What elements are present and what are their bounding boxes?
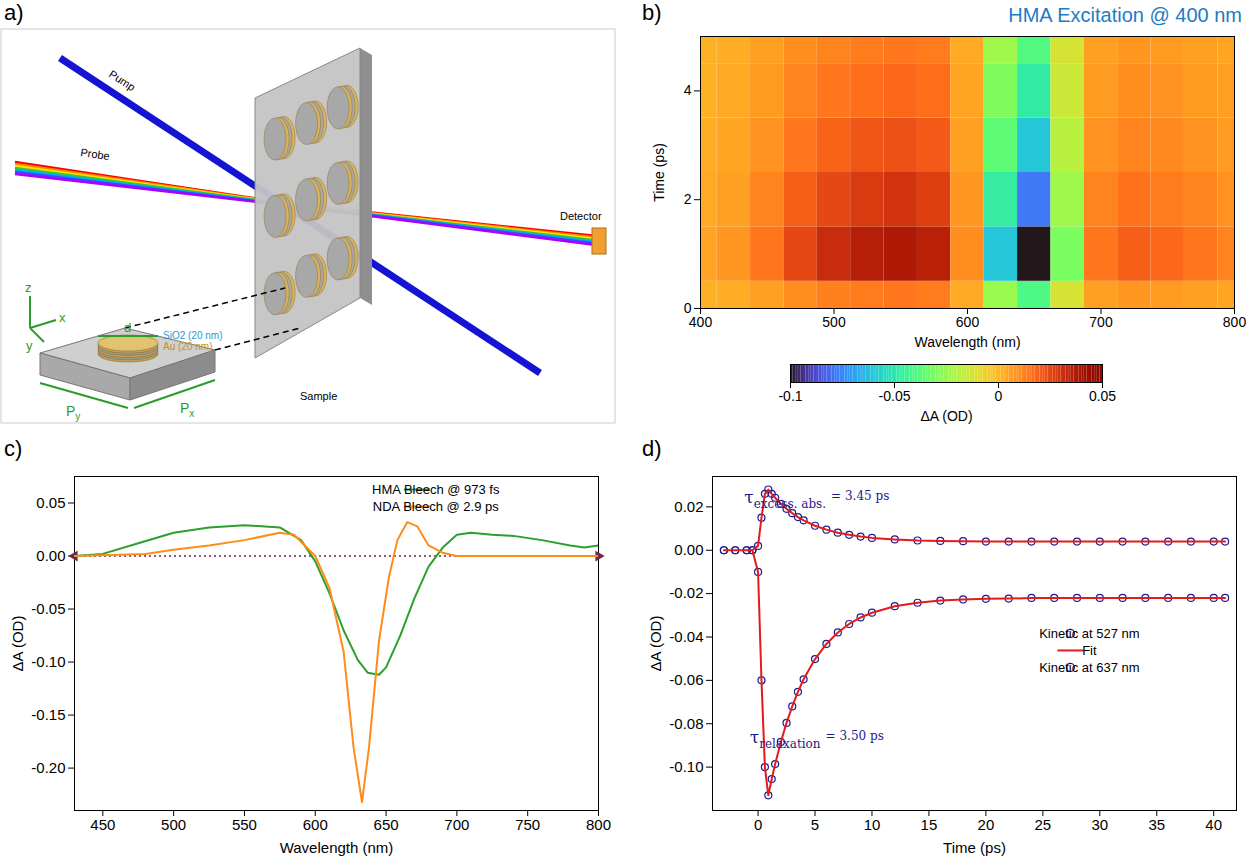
- svg-text:Time (ps): Time (ps): [651, 143, 667, 202]
- svg-text:Wavelength (nm): Wavelength (nm): [280, 839, 394, 856]
- svg-text:0.00: 0.00: [36, 547, 65, 564]
- svg-text:-0.15: -0.15: [31, 706, 65, 723]
- svg-text:-0.05: -0.05: [879, 388, 911, 404]
- svg-text:τrelaxation= 3.50 ps: τrelaxation= 3.50 ps: [750, 727, 884, 751]
- svg-text:20: 20: [978, 816, 995, 833]
- html-text:a): a): [4, 0, 24, 25]
- svg-text:ΔA (OD): ΔA (OD): [647, 616, 664, 672]
- svg-text:-0.20: -0.20: [31, 759, 65, 776]
- html-text:HMA Excitation @ 400 nm: HMA Excitation @ 400 nm: [1008, 4, 1242, 26]
- svg-text:0: 0: [683, 300, 692, 316]
- svg-text:τexcess. abs.= 3.45 ps: τexcess. abs.= 3.45 ps: [744, 487, 889, 511]
- svg-text:700: 700: [1089, 314, 1113, 330]
- svg-text:0: 0: [995, 388, 1003, 404]
- svg-text:35: 35: [1148, 816, 1165, 833]
- svg-text:500: 500: [161, 816, 186, 833]
- svg-text:Fit: Fit: [1082, 643, 1097, 658]
- svg-text:0: 0: [754, 816, 762, 833]
- svg-text:600: 600: [956, 314, 980, 330]
- svg-text:0.05: 0.05: [1089, 388, 1116, 404]
- svg-text:800: 800: [1223, 314, 1247, 330]
- svg-text:HMA Bleech @ 973 fs: HMA Bleech @ 973 fs: [372, 482, 500, 497]
- svg-text:Au (20 nm): Au (20 nm): [163, 341, 212, 352]
- html-text:c): c): [4, 436, 23, 461]
- svg-text:-0.06: -0.06: [669, 671, 703, 688]
- svg-text:Kinetic at 637 nm: Kinetic at 637 nm: [1039, 660, 1139, 675]
- svg-text:Py: Py: [66, 403, 80, 422]
- svg-text:650: 650: [374, 816, 399, 833]
- svg-text:750: 750: [515, 816, 540, 833]
- svg-text:Kinetic at 527 nm: Kinetic at 527 nm: [1039, 626, 1139, 641]
- svg-text:y: y: [26, 338, 33, 353]
- svg-text:Detector: Detector: [560, 210, 602, 222]
- svg-text:0.05: 0.05: [36, 494, 65, 511]
- svg-text:0.02: 0.02: [674, 498, 703, 515]
- svg-text:-0.1: -0.1: [778, 388, 802, 404]
- svg-text:550: 550: [232, 816, 257, 833]
- svg-text:2: 2: [684, 191, 692, 207]
- html-text:b): b): [642, 0, 662, 25]
- svg-text:30: 30: [1091, 816, 1108, 833]
- svg-text:-0.08: -0.08: [669, 715, 703, 732]
- svg-text:10: 10: [864, 816, 881, 833]
- svg-text:40: 40: [1205, 816, 1222, 833]
- svg-text:4: 4: [684, 82, 692, 98]
- svg-text:d: d: [124, 320, 131, 335]
- svg-text:700: 700: [444, 816, 469, 833]
- svg-text:450: 450: [90, 816, 115, 833]
- svg-text:z: z: [25, 280, 32, 295]
- svg-text:-0.10: -0.10: [31, 653, 65, 670]
- svg-text:Px: Px: [180, 400, 194, 419]
- svg-text:15: 15: [921, 816, 938, 833]
- svg-text:Time (ps): Time (ps): [943, 839, 1006, 856]
- svg-text:Probe: Probe: [80, 146, 111, 162]
- svg-text:800: 800: [586, 816, 611, 833]
- svg-text:-0.05: -0.05: [31, 600, 65, 617]
- svg-text:5: 5: [811, 816, 819, 833]
- svg-text:x: x: [59, 310, 66, 325]
- html-text:d): d): [642, 436, 662, 461]
- svg-text:600: 600: [303, 816, 328, 833]
- svg-text:25: 25: [1035, 816, 1052, 833]
- svg-text:Pump: Pump: [107, 68, 138, 94]
- svg-text:400: 400: [689, 314, 713, 330]
- svg-text:ΔA (OD): ΔA (OD): [920, 408, 972, 424]
- svg-text:SiO2 (20 nm): SiO2 (20 nm): [163, 330, 222, 341]
- svg-text:Wavelength (nm): Wavelength (nm): [914, 334, 1020, 350]
- svg-text:0.00: 0.00: [674, 541, 703, 558]
- svg-text:-0.04: -0.04: [669, 628, 703, 645]
- svg-text:Sample: Sample: [300, 390, 337, 402]
- svg-text:NDA Bleech @ 2.9 ps: NDA Bleech @ 2.9 ps: [373, 499, 499, 514]
- svg-text:500: 500: [822, 314, 846, 330]
- svg-text:ΔA (OD): ΔA (OD): [9, 616, 26, 672]
- svg-text:-0.02: -0.02: [669, 584, 703, 601]
- svg-text:-0.10: -0.10: [669, 758, 703, 775]
